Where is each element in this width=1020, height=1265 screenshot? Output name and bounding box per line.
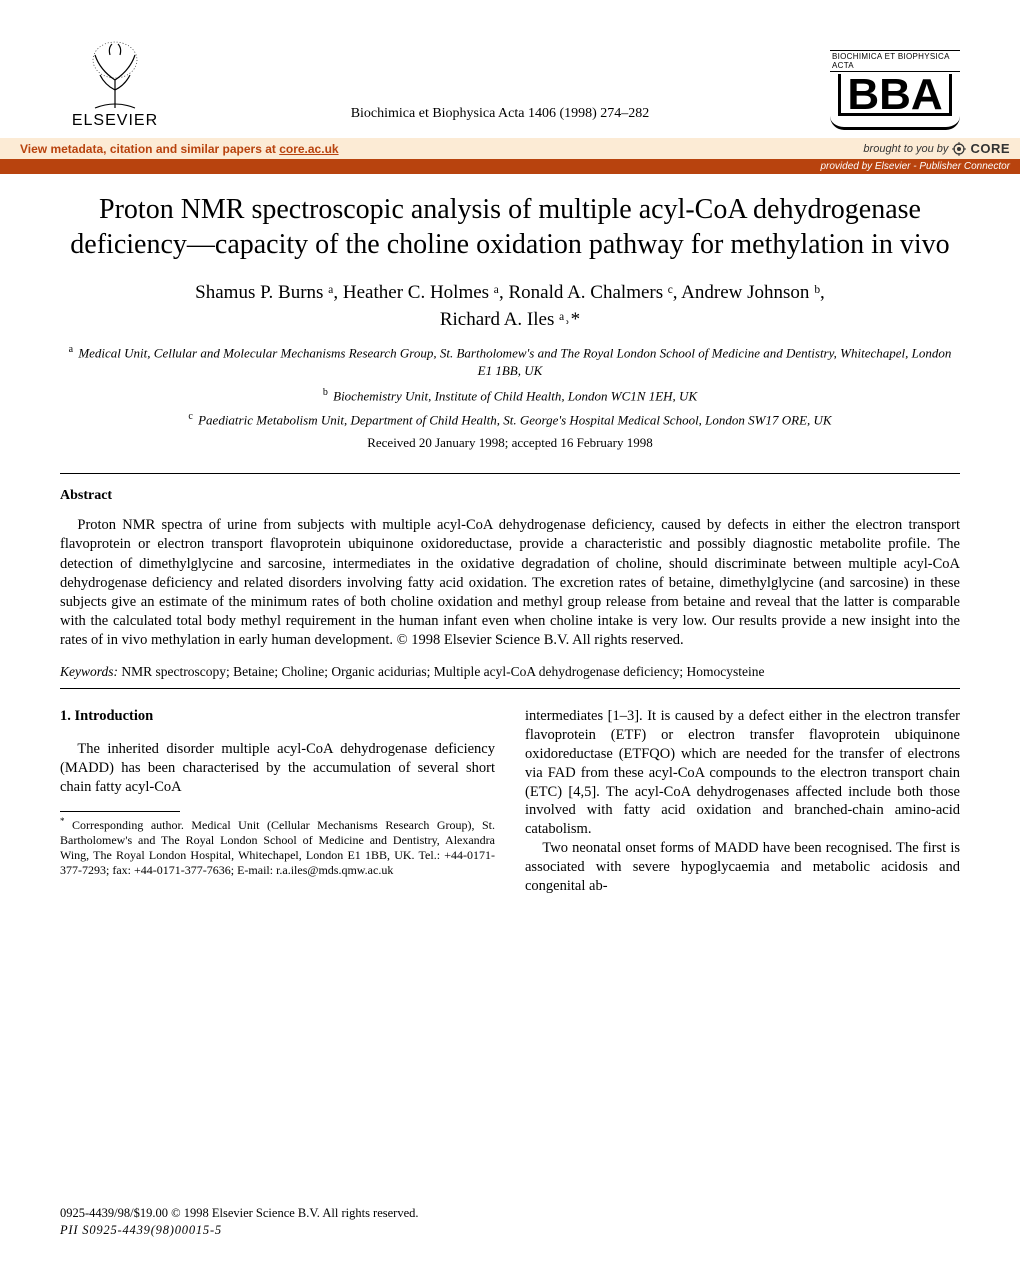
corresponding-author-footnote: * Corresponding author. Medical Unit (Ce… (60, 816, 495, 878)
divider-bottom (60, 688, 960, 689)
affiliation-c: c Paediatric Metabolism Unit, Department… (60, 410, 960, 429)
section-1-heading: 1. Introduction (60, 707, 495, 726)
keywords-list: NMR spectroscopy; Betaine; Choline; Orga… (121, 664, 764, 679)
keywords-block: Keywords: NMR spectroscopy; Betaine; Cho… (60, 664, 960, 680)
elsevier-wordmark: ELSEVIER (72, 112, 158, 130)
core-icon (952, 142, 966, 156)
abstract-text: Proton NMR spectra of urine from subject… (60, 516, 960, 650)
footnote-rule (60, 811, 180, 812)
page-header: ELSEVIER Biochimica et Biophysica Acta 1… (60, 40, 960, 130)
core-brand-text: CORE (970, 141, 1010, 156)
core-metadata-link[interactable]: View metadata, citation and similar pape… (20, 142, 339, 156)
body-columns: 1. Introduction The inherited disorder m… (60, 707, 960, 897)
bba-wordmark: BBA (838, 74, 951, 116)
authors-block: Shamus P. Burns ᵃ, Heather C. Holmes ᵃ, … (60, 280, 960, 333)
core-prefix-text: View metadata, citation and similar pape… (20, 142, 279, 156)
core-link[interactable]: core.ac.uk (279, 142, 338, 156)
left-column: 1. Introduction The inherited disorder m… (60, 707, 495, 897)
keywords-label: Keywords: (60, 664, 118, 679)
journal-reference: Biochimica et Biophysica Acta 1406 (1998… (170, 106, 830, 130)
bba-logo: BIOCHIMICA ET BIOPHYSICA ACTA BBA (830, 50, 960, 130)
affiliation-b: b Biochemistry Unit, Institute of Child … (60, 386, 960, 405)
article-title: Proton NMR spectroscopic analysis of mul… (60, 192, 960, 262)
core-attribution: brought to you by CORE (863, 141, 1010, 156)
divider-top (60, 473, 960, 474)
bba-journal-name: BIOCHIMICA ET BIOPHYSICA ACTA (830, 50, 960, 72)
abstract-heading: Abstract (60, 488, 960, 504)
elsevier-logo: ELSEVIER (60, 40, 170, 130)
authors-line-1: Shamus P. Burns ᵃ, Heather C. Holmes ᵃ, … (60, 280, 960, 307)
received-dates: Received 20 January 1998; accepted 16 Fe… (60, 435, 960, 451)
page-footer: 0925-4439/98/$19.00 © 1998 Elsevier Scie… (60, 1205, 960, 1239)
affiliation-a: a Medical Unit, Cellular and Molecular M… (60, 343, 960, 379)
core-banner: View metadata, citation and similar pape… (0, 138, 1020, 159)
intro-paragraph-2: Two neonatal onset forms of MADD have be… (525, 839, 960, 896)
core-brought-text: brought to you by (863, 143, 948, 155)
pii-line: PII S0925-4439(98)00015-5 (60, 1222, 960, 1239)
authors-line-2: Richard A. Iles ᵃ˒* (60, 307, 960, 334)
copyright-line: 0925-4439/98/$19.00 © 1998 Elsevier Scie… (60, 1205, 960, 1222)
provided-by-bar: provided by Elsevier - Publisher Connect… (0, 159, 1020, 174)
intro-paragraph-1: The inherited disorder multiple acyl-CoA… (60, 740, 495, 797)
intro-paragraph-1-cont: intermediates [1–3]. It is caused by a d… (525, 707, 960, 839)
right-column: intermediates [1–3]. It is caused by a d… (525, 707, 960, 897)
elsevier-tree-icon (80, 40, 150, 110)
provided-by-text: provided by Elsevier - Publisher Connect… (820, 161, 1010, 172)
